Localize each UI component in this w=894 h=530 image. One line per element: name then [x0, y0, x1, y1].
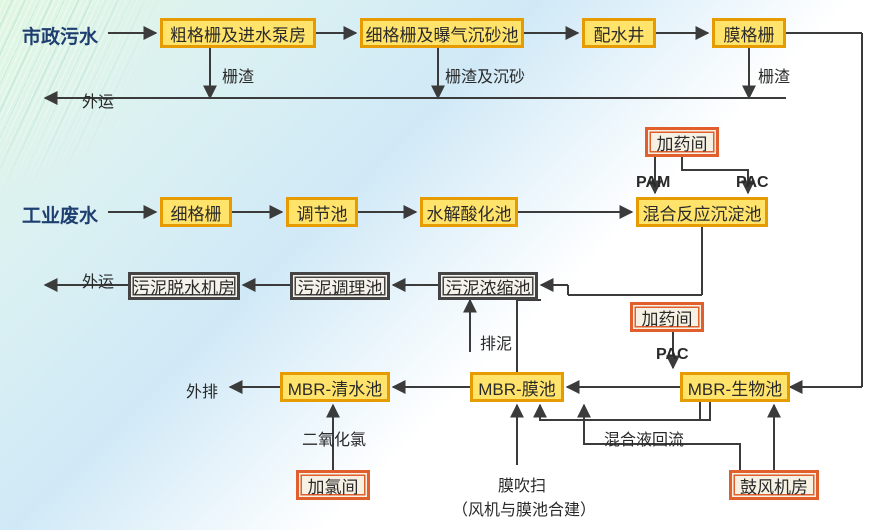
node-s1: 污泥脱水机房 [128, 272, 240, 300]
arrow-recirculation [540, 402, 710, 420]
edge-label: 外运 [82, 268, 114, 292]
node-b1: MBR-清水池 [280, 372, 390, 402]
edge-label: PAC [656, 346, 689, 364]
edge-label: 栅渣 [222, 63, 254, 87]
edge-label: （风机与膜池合建） [452, 496, 596, 520]
edge-label: 外运 [82, 88, 114, 112]
node-b2: MBR-膜池 [470, 372, 564, 402]
node-i2: 调节池 [286, 197, 358, 227]
node-m3: 加氯间 [296, 470, 370, 500]
node-i1: 细格栅 [160, 197, 232, 227]
edge-label: 外排 [186, 378, 218, 402]
node-i3: 水解酸化池 [420, 197, 518, 227]
node-b3: MBR-生物池 [680, 372, 790, 402]
node-m1: 加药间 [645, 127, 719, 157]
node-m4: 鼓风机房 [729, 470, 819, 500]
node-i4: 混合反应沉淀池 [636, 197, 768, 227]
node-s3: 污泥浓缩池 [438, 272, 538, 300]
edge-label: 栅渣 [758, 63, 790, 87]
edge-label: 排泥 [480, 330, 512, 354]
node-n3: 配水井 [582, 18, 656, 48]
edge-label: PAC [736, 174, 769, 192]
node-n2: 细格栅及曝气沉砂池 [360, 18, 524, 48]
node-n4: 膜格栅 [712, 18, 786, 48]
arrow [517, 300, 541, 372]
node-s2: 污泥调理池 [290, 272, 390, 300]
title: 工业废水 [22, 201, 98, 228]
arrow [590, 402, 700, 420]
title: 市政污水 [22, 22, 98, 49]
node-m2: 加药间 [630, 302, 704, 332]
node-n1: 粗格栅及进水泵房 [160, 18, 316, 48]
edge-label: 混合液回流 [604, 426, 684, 450]
edge-label: PAM [636, 174, 670, 192]
edge-label: 二氧化氯 [302, 426, 366, 450]
edge-label: 栅渣及沉砂 [445, 63, 525, 87]
edge-label: 膜吹扫 [498, 472, 546, 496]
